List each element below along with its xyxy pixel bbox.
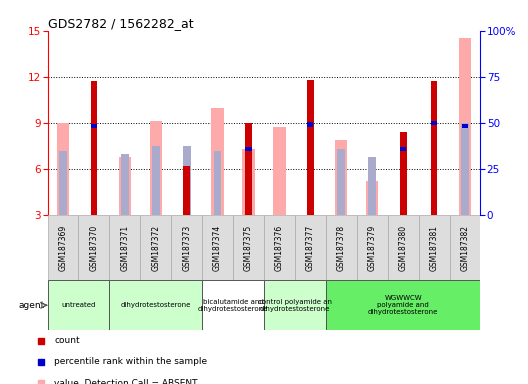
- Bar: [152, 146, 159, 215]
- Text: value, Detection Call = ABSENT: value, Detection Call = ABSENT: [54, 379, 198, 384]
- Text: agent: agent: [18, 301, 44, 310]
- Text: GDS2782 / 1562282_at: GDS2782 / 1562282_at: [48, 17, 193, 30]
- Text: percentile rank within the sample: percentile rank within the sample: [54, 358, 208, 366]
- Bar: [183, 166, 190, 215]
- FancyBboxPatch shape: [357, 215, 388, 280]
- Text: GSM187373: GSM187373: [182, 225, 191, 271]
- FancyBboxPatch shape: [326, 215, 357, 280]
- Text: WGWWCW
polyamide and
dihydrotestosterone: WGWWCW polyamide and dihydrotestosterone: [368, 295, 438, 315]
- Text: GSM187379: GSM187379: [367, 225, 377, 271]
- Bar: [307, 122, 314, 127]
- Bar: [59, 151, 67, 215]
- Bar: [91, 124, 97, 128]
- Bar: [242, 149, 254, 215]
- Bar: [149, 121, 162, 215]
- FancyBboxPatch shape: [295, 215, 326, 280]
- FancyBboxPatch shape: [326, 280, 480, 330]
- FancyBboxPatch shape: [109, 215, 140, 280]
- Bar: [57, 123, 69, 215]
- Text: GSM187376: GSM187376: [275, 225, 284, 271]
- Bar: [183, 146, 191, 215]
- Text: GSM187380: GSM187380: [399, 225, 408, 271]
- Text: control polyamide an
dihydrotestosterone: control polyamide an dihydrotestosterone: [258, 299, 332, 312]
- Text: untreated: untreated: [61, 302, 96, 308]
- Bar: [121, 154, 129, 215]
- FancyBboxPatch shape: [202, 215, 233, 280]
- FancyBboxPatch shape: [48, 280, 109, 330]
- FancyBboxPatch shape: [264, 215, 295, 280]
- Bar: [119, 157, 131, 215]
- FancyBboxPatch shape: [109, 280, 202, 330]
- FancyBboxPatch shape: [79, 215, 109, 280]
- Bar: [431, 81, 438, 215]
- Text: dihydrotestosterone: dihydrotestosterone: [120, 302, 191, 308]
- Text: GSM187377: GSM187377: [306, 225, 315, 271]
- FancyBboxPatch shape: [264, 280, 326, 330]
- FancyBboxPatch shape: [48, 215, 79, 280]
- Bar: [369, 157, 376, 215]
- FancyBboxPatch shape: [449, 215, 480, 280]
- Text: GSM187375: GSM187375: [244, 225, 253, 271]
- Bar: [431, 121, 437, 125]
- Bar: [214, 151, 221, 215]
- FancyBboxPatch shape: [140, 215, 171, 280]
- Bar: [462, 124, 468, 128]
- FancyBboxPatch shape: [388, 215, 419, 280]
- Bar: [459, 38, 471, 215]
- FancyBboxPatch shape: [202, 280, 264, 330]
- Text: count: count: [54, 336, 80, 345]
- Text: GSM187369: GSM187369: [59, 225, 68, 271]
- FancyBboxPatch shape: [233, 215, 264, 280]
- Bar: [335, 140, 347, 215]
- Bar: [90, 81, 97, 215]
- Text: GSM187374: GSM187374: [213, 225, 222, 271]
- Bar: [211, 108, 224, 215]
- Bar: [461, 123, 469, 215]
- Bar: [246, 147, 252, 151]
- Text: GSM187382: GSM187382: [460, 225, 469, 271]
- Bar: [337, 149, 345, 215]
- Text: GSM187372: GSM187372: [151, 225, 161, 271]
- Text: GSM187381: GSM187381: [430, 225, 439, 271]
- FancyBboxPatch shape: [419, 215, 449, 280]
- Bar: [400, 147, 406, 151]
- Text: bicalutamide and
dihydrotestosterone: bicalutamide and dihydrotestosterone: [198, 299, 268, 312]
- FancyBboxPatch shape: [171, 215, 202, 280]
- Bar: [307, 80, 314, 215]
- Bar: [400, 132, 407, 215]
- Text: GSM187378: GSM187378: [337, 225, 346, 271]
- Text: GSM187370: GSM187370: [89, 225, 98, 271]
- Bar: [245, 123, 252, 215]
- Text: GSM187371: GSM187371: [120, 225, 129, 271]
- Bar: [366, 181, 379, 215]
- Bar: [274, 127, 286, 215]
